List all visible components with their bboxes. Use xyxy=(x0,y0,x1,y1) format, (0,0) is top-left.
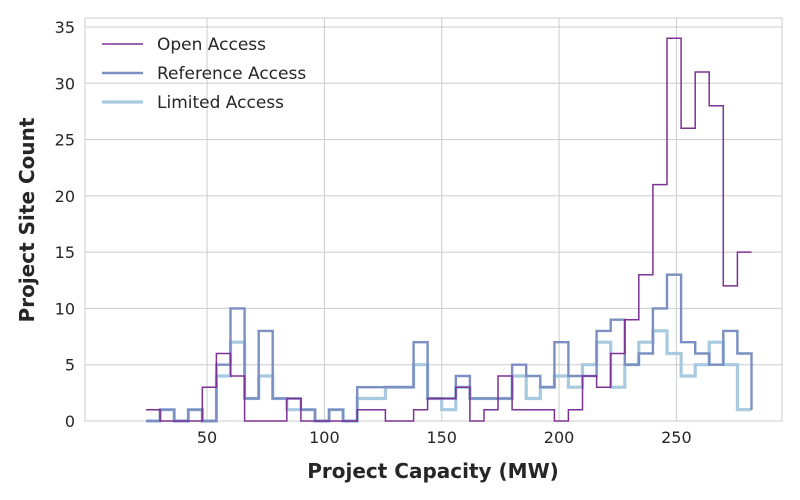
x-tick-label: 50 xyxy=(197,428,217,447)
y-tick-label: 0 xyxy=(65,412,75,431)
series-layer xyxy=(146,37,753,423)
legend-label-reference-access: Reference Access xyxy=(157,64,306,84)
x-axis-label: Project Capacity (MW) xyxy=(307,459,559,483)
x-tick-label: 150 xyxy=(426,428,457,447)
legend: Open Access Reference Access Limited Acces… xyxy=(102,35,306,113)
y-tick-label: 20 xyxy=(55,187,75,206)
y-tick-label: 15 xyxy=(55,243,75,262)
y-tick-label: 30 xyxy=(55,74,75,93)
x-tick-label: 250 xyxy=(661,428,692,447)
x-tick-label: 100 xyxy=(309,428,340,447)
grid-lines xyxy=(85,18,782,422)
y-tick-label: 10 xyxy=(55,299,75,318)
y-tick-label: 35 xyxy=(55,18,75,37)
series-open-access-step-line xyxy=(146,37,752,422)
y-axis-label: Project Site Count xyxy=(15,117,39,322)
y-tick-label: 25 xyxy=(55,131,75,150)
legend-label-limited-access: Limited Access xyxy=(157,93,284,113)
legend-label-open-access: Open Access xyxy=(157,35,266,55)
x-tick-label: 200 xyxy=(544,428,575,447)
y-tick-label: 5 xyxy=(65,356,75,375)
tick-labels: 50 100 150 200 250 0 5 10 15 20 25 30 35 xyxy=(55,18,692,447)
series-reference-access-step-line xyxy=(146,273,753,423)
